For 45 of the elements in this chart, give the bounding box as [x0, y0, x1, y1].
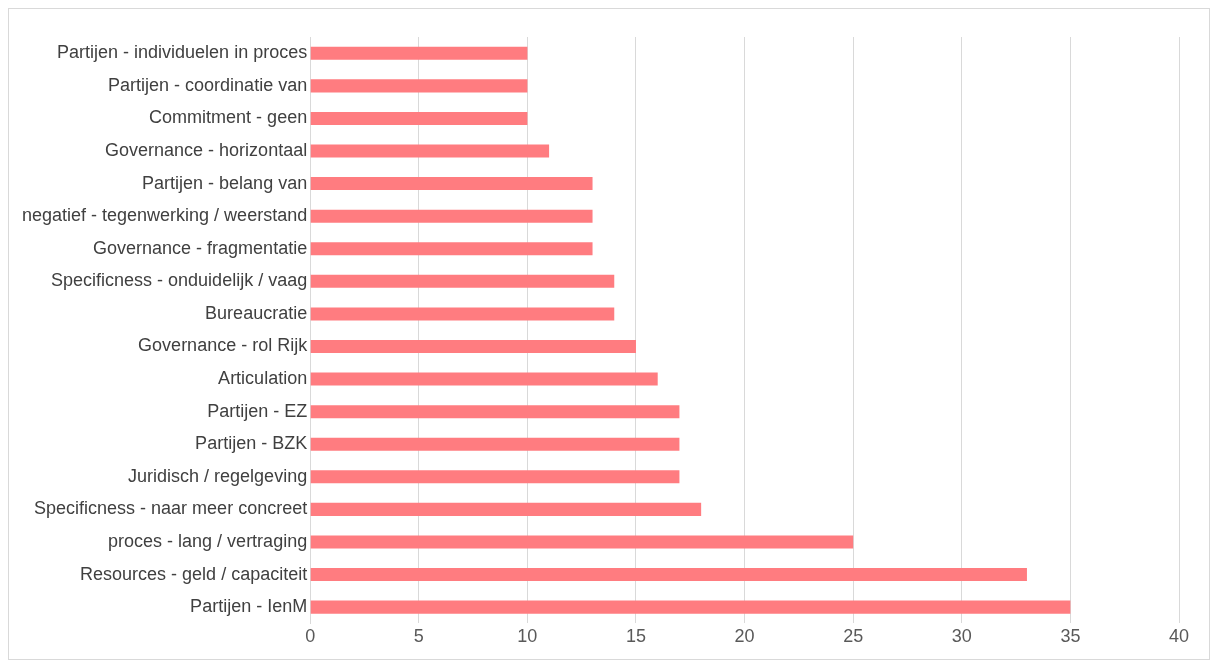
x-tick-label: 35 — [1060, 626, 1081, 647]
x-tick-label: 10 — [517, 626, 538, 647]
x-tick-label: 25 — [843, 626, 864, 647]
y-tick-label: Partijen - belang van — [142, 172, 308, 193]
bar — [310, 535, 854, 549]
bar — [310, 339, 636, 353]
bar — [310, 209, 593, 223]
x-tick-label: 15 — [625, 626, 646, 647]
y-tick-label: Juridisch / regelgeving — [128, 465, 308, 486]
bar — [310, 79, 528, 93]
bar — [310, 405, 680, 419]
y-tick-label: Specificness - naar meer concreet — [34, 498, 308, 519]
bar — [310, 144, 550, 158]
y-tick-label: Resources - geld / capaciteit — [80, 563, 308, 584]
y-tick-label: Commitment - geen — [149, 107, 308, 128]
y-tick-label: proces - lang / vertraging — [108, 530, 308, 551]
y-tick-label: Partijen - BZK — [195, 433, 308, 454]
y-tick-label: Governance - fragmentatie — [93, 237, 308, 258]
bar — [310, 502, 702, 516]
bar — [310, 177, 593, 191]
y-tick-label: Bureaucratie — [205, 302, 308, 323]
x-tick-label: 20 — [734, 626, 755, 647]
bar — [310, 372, 658, 386]
y-tick-label: negatief - tegenwerking / weerstand — [22, 205, 308, 226]
bar — [310, 274, 615, 288]
x-tick-label: 5 — [413, 626, 424, 647]
bar — [310, 307, 615, 321]
x-tick-label: 40 — [1168, 626, 1190, 647]
bar — [310, 111, 528, 125]
y-tick-label: Articulation — [218, 368, 308, 389]
bar — [310, 568, 1027, 582]
x-tick-label: 0 — [305, 626, 316, 647]
y-tick-label: Specificness - onduidelijk / vaag — [51, 270, 308, 291]
y-tick-label: Partijen - coordinatie van — [108, 74, 308, 95]
y-tick-label: Governance - rol Rijk — [138, 335, 309, 356]
y-tick-label: Partijen - EZ — [207, 400, 308, 421]
y-tick-label: Governance - horizontaal — [105, 139, 308, 160]
bar — [310, 437, 680, 451]
bar — [310, 46, 528, 60]
y-tick-label: Partijen - IenM — [190, 596, 308, 617]
x-tick-label: 30 — [951, 626, 972, 647]
bar — [310, 600, 1071, 614]
bar — [310, 242, 593, 256]
y-tick-label: Partijen - individuelen in proces — [57, 42, 308, 63]
bar — [310, 470, 680, 484]
